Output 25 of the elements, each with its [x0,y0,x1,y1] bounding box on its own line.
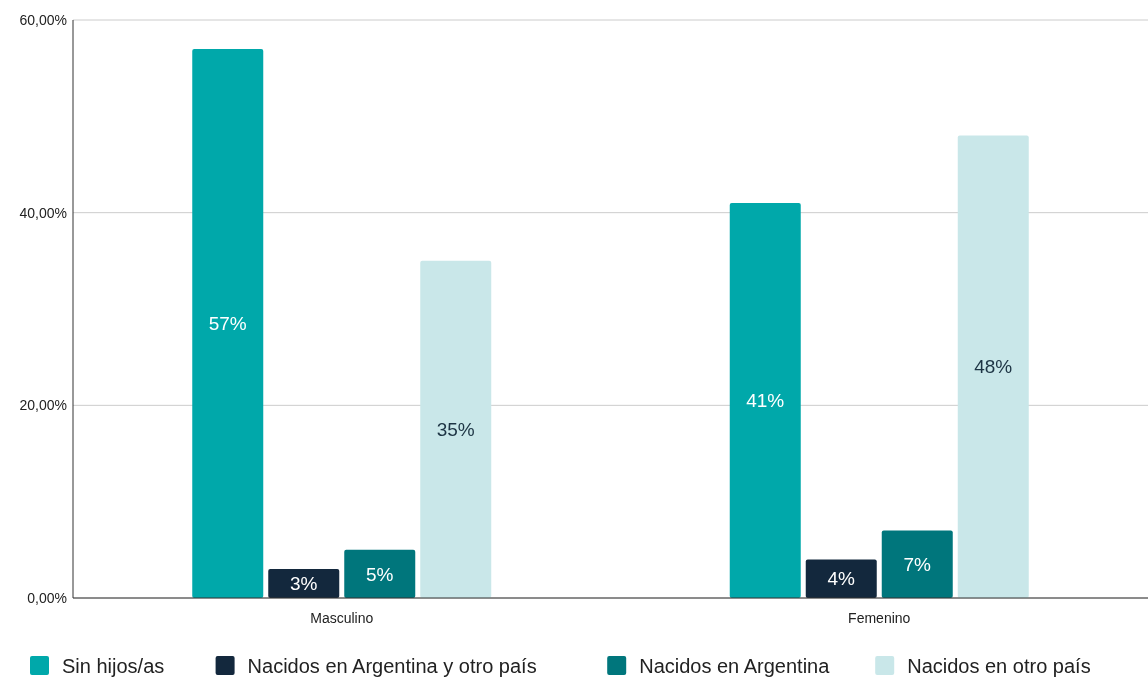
text: 48% [974,356,1013,378]
y-tick-label: 20,00% [19,397,67,414]
bar [192,48,264,598]
text: 35% [436,419,475,441]
bar [344,549,416,598]
text: 57% [208,313,247,335]
bar [805,559,877,598]
x-tick-label: Masculino [310,610,374,626]
y-tick-label: 0,00% [27,589,67,606]
legend-label: Sin hijos/as [62,655,165,677]
text: 4% [827,568,855,590]
y-tick-label: 40,00% [19,204,67,221]
text: 3% [290,573,318,595]
legend-label: Nacidos en otro país [907,655,1091,677]
bar [881,530,953,598]
x-tick-label: Femenino [848,610,911,626]
legend-label: Nacidos en Argentina y otro país [247,655,537,677]
text: 5% [366,563,394,585]
bar [957,135,1029,598]
legend-label: Nacidos en Argentina [639,655,831,677]
bar [729,203,801,598]
y-tick-label: 60,00% [19,11,67,28]
text: 41% [746,390,785,412]
text: 7% [903,553,931,575]
bar [420,260,492,598]
